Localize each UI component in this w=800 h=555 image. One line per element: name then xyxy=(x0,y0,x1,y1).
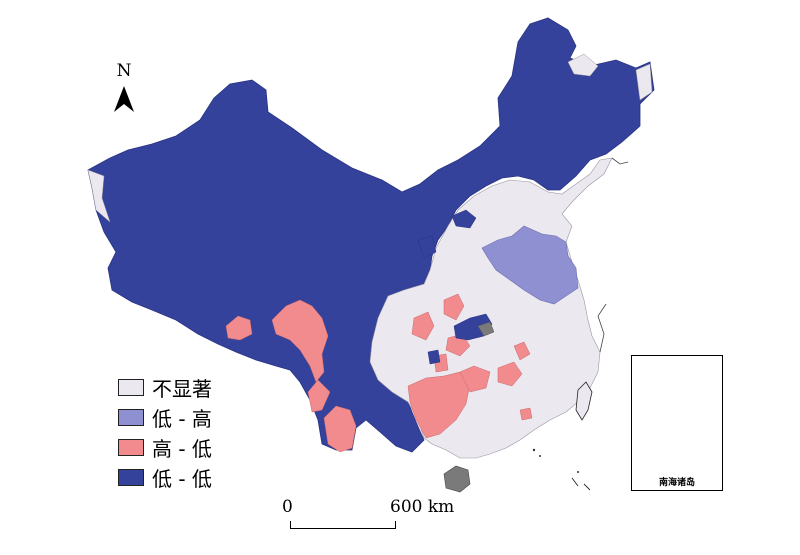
legend-swatch xyxy=(118,438,144,456)
legend-item-low-low: 低 - 低 xyxy=(118,462,212,492)
region-taiwan xyxy=(575,381,593,421)
south-china-sea-inset: 南海诸岛 xyxy=(631,355,723,491)
legend-label: 低 - 低 xyxy=(152,466,212,491)
island-chain xyxy=(571,477,591,491)
region-high-low-yunnan-1 xyxy=(307,379,331,413)
region-high-low-central-2 xyxy=(443,293,465,321)
region-low-low-main xyxy=(87,17,655,453)
scale-start-label: 0 xyxy=(282,497,293,517)
region-high-low-south-4 xyxy=(519,407,533,421)
legend-label: 高 - 低 xyxy=(152,436,212,461)
region-ns-northwest xyxy=(87,169,111,223)
inset-label: 南海诸岛 xyxy=(658,478,695,488)
region-high-low-yunnan-2 xyxy=(323,405,357,453)
legend-label: 不显著 xyxy=(152,376,212,401)
legend-swatch xyxy=(118,468,144,486)
region-high-low-tibet-east xyxy=(271,299,329,383)
north-arrow-icon xyxy=(114,86,134,112)
scale-bar-line xyxy=(290,521,396,529)
region-high-low-south-1 xyxy=(407,371,471,439)
north-letter: N xyxy=(116,61,132,81)
legend-label: 低 - 高 xyxy=(152,406,212,431)
north-arrow: N xyxy=(108,62,140,80)
region-high-low-central-5 xyxy=(513,341,531,361)
legend-item-low-high: 低 - 高 xyxy=(118,402,212,432)
region-high-low-south-2 xyxy=(459,365,491,393)
region-high-low-south-3 xyxy=(497,361,523,387)
island xyxy=(539,455,541,457)
region-high-low-central-1 xyxy=(411,311,435,341)
region-high-low-tibet-west xyxy=(225,315,253,341)
region-low-low-central-2 xyxy=(427,349,441,365)
legend-swatch xyxy=(118,378,144,396)
region-ns-northeast-2 xyxy=(635,63,653,101)
scale-end-label: 600 km xyxy=(390,497,455,517)
legend-swatch xyxy=(118,408,144,426)
island xyxy=(532,448,536,452)
region-ns-northeast xyxy=(567,53,599,77)
region-no-data-hainan xyxy=(443,465,471,493)
island xyxy=(577,471,579,473)
region-no-data-chongqing xyxy=(477,321,495,337)
region-low-high xyxy=(481,225,579,305)
legend-item-high-low: 高 - 低 xyxy=(118,432,212,462)
coastline xyxy=(597,157,629,353)
region-low-low-shanxi xyxy=(417,235,437,259)
legend-item-not-significant: 不显著 xyxy=(118,372,212,402)
legend: 不显著 低 - 高 高 - 低 低 - 低 xyxy=(118,372,212,492)
region-low-low-northchina xyxy=(451,209,477,229)
